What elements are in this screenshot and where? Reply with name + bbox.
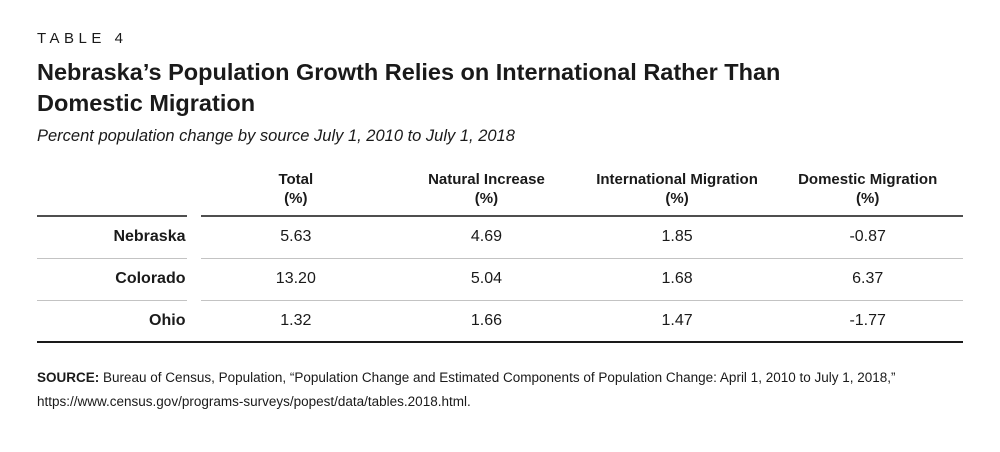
row-label-nebraska: Nebraska bbox=[37, 216, 188, 259]
cell-ohio-total: 1.32 bbox=[280, 311, 312, 329]
row-label-column-header bbox=[37, 170, 188, 217]
cell-nebraska-natural-increase: 4.69 bbox=[391, 216, 582, 259]
row-label-colorado: Colorado bbox=[37, 258, 188, 301]
column-gap bbox=[187, 258, 200, 300]
col-header-natural-increase-unit: (%) bbox=[474, 190, 499, 207]
col-header-international-migration: International Migration (%) bbox=[581, 170, 773, 217]
cell-ohio-international-migration: 1.47 bbox=[661, 311, 693, 329]
col-header-domestic-migration: Domestic Migration (%) bbox=[772, 170, 963, 217]
row-label-ohio: Ohio bbox=[149, 311, 186, 329]
col-header-total-label: Total bbox=[278, 171, 314, 188]
table-row-nebraska: Nebraska 5.63 4.69 1.85 -0.87 bbox=[37, 216, 963, 259]
column-gap bbox=[187, 216, 200, 258]
source-text: Bureau of Census, Population, “Populatio… bbox=[37, 370, 896, 409]
col-header-natural-increase: Natural Increase (%) bbox=[391, 170, 582, 217]
table-row-colorado: Colorado 13.20 5.04 1.68 6.37 bbox=[37, 258, 963, 301]
table-header-row: Total (%) Natural Increase (%) Internati… bbox=[37, 170, 963, 217]
column-gap bbox=[187, 170, 200, 216]
col-header-international-migration-unit: (%) bbox=[665, 190, 689, 207]
col-header-domestic-migration-label: Domestic Migration bbox=[798, 171, 938, 188]
cell-nebraska-total: 5.63 bbox=[200, 216, 392, 259]
cell-nebraska-international-migration: 1.85 bbox=[581, 216, 773, 259]
cell-ohio-natural-increase: 1.66 bbox=[470, 311, 502, 329]
cell-colorado-international-migration: 1.68 bbox=[581, 258, 773, 301]
col-header-natural-increase-label: Natural Increase bbox=[428, 171, 545, 188]
column-gap bbox=[187, 300, 200, 342]
table-number-label: TABLE 4 bbox=[37, 30, 128, 47]
table-subtitle: Percent population change by source July… bbox=[37, 127, 515, 145]
col-header-total: Total (%) bbox=[200, 170, 392, 217]
table-row-ohio: Ohio 1.32 1.66 1.47 -1.77 bbox=[37, 300, 963, 342]
col-header-domestic-migration-unit: (%) bbox=[856, 190, 880, 207]
cell-colorado-total: 13.20 bbox=[200, 258, 392, 301]
table-title: Nebraska’s Population Growth Relies on I… bbox=[37, 59, 781, 116]
col-header-total-unit: (%) bbox=[284, 190, 308, 207]
source-label: SOURCE: bbox=[37, 370, 100, 385]
cell-colorado-domestic-migration: 6.37 bbox=[772, 258, 963, 301]
cell-nebraska-domestic-migration: -0.87 bbox=[772, 216, 963, 259]
source-note: SOURCE: Bureau of Census, Population, “P… bbox=[37, 366, 922, 414]
population-change-table: Total (%) Natural Increase (%) Internati… bbox=[37, 170, 963, 343]
cell-colorado-natural-increase: 5.04 bbox=[391, 258, 582, 301]
col-header-international-migration-label: International Migration bbox=[596, 171, 758, 188]
cell-ohio-domestic-migration: -1.77 bbox=[849, 311, 886, 329]
